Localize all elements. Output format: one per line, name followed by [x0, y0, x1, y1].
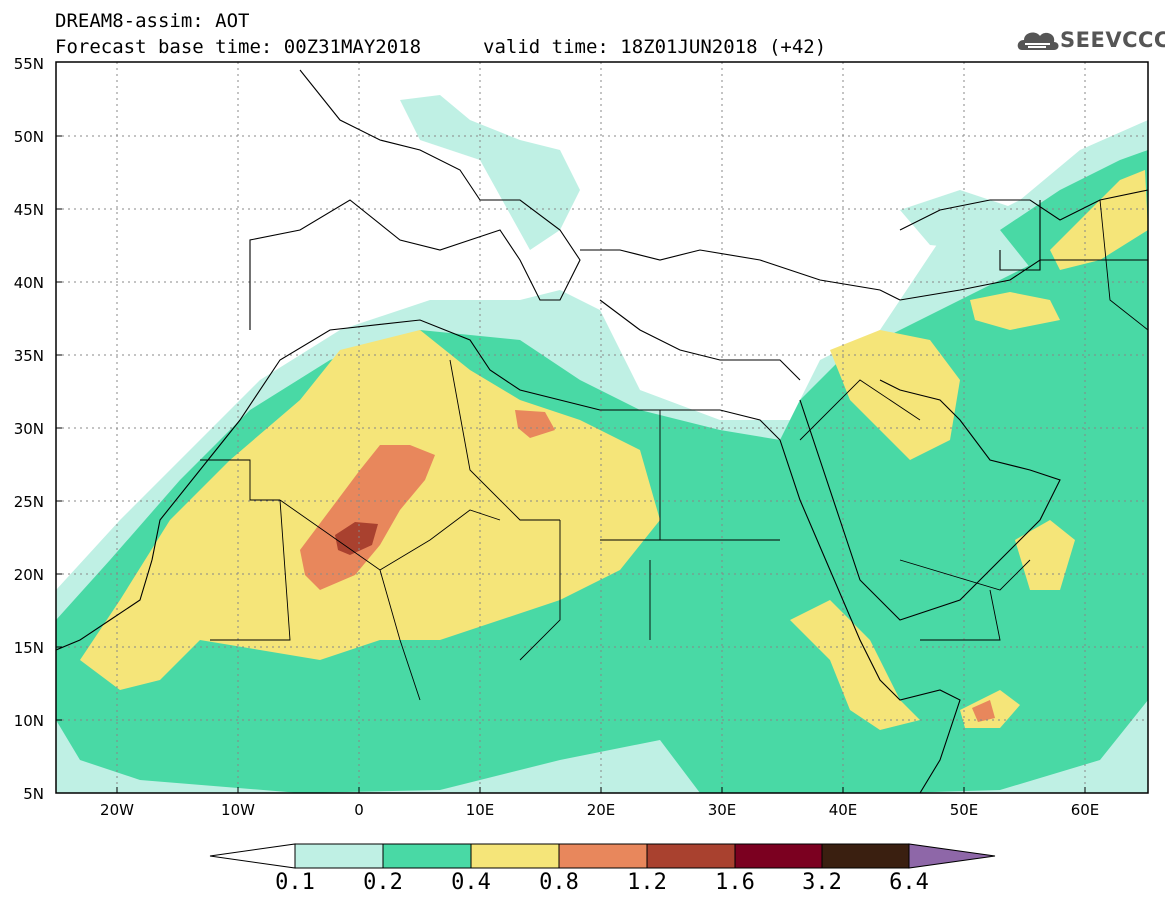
- color-bar: [209, 843, 996, 869]
- aot-contour-0.8-somalia: [972, 700, 995, 722]
- seevccc-cloud-logo-icon: [1017, 32, 1059, 50]
- lon-label: 20E: [586, 801, 616, 819]
- map-title: DREAM8-assim: AOT: [55, 10, 250, 32]
- colorbar-label: 0.2: [363, 870, 403, 895]
- colorbar-high-arrow: [908, 843, 996, 869]
- lon-label: 0: [354, 801, 364, 819]
- colorbar-swatch-1.2-1.6: [646, 843, 736, 869]
- lon-label: 20W: [100, 801, 134, 819]
- colorbar-low-arrow: [209, 843, 296, 869]
- lat-label: 15N: [13, 639, 44, 657]
- colorbar-label: 1.6: [715, 870, 755, 895]
- lat-label: 50N: [13, 128, 44, 146]
- lon-label: 40E: [828, 801, 858, 819]
- aot-contour-1.2: [335, 522, 378, 555]
- colorbar-label: 3.2: [802, 870, 842, 895]
- colorbar-label: 0.8: [539, 870, 579, 895]
- valid-time: valid time: 18Z01JUN2018 (+42): [483, 36, 827, 58]
- colorbar-swatch-0.2-0.4: [382, 843, 472, 869]
- aot-contour-0.4-turkey: [970, 292, 1060, 330]
- lon-label: 50E: [949, 801, 979, 819]
- colorbar-swatch-0.1-0.2: [294, 843, 384, 869]
- lat-label: 35N: [13, 347, 44, 365]
- lat-label: 30N: [13, 420, 44, 438]
- aot-contour-0.8-algeria: [300, 445, 435, 590]
- colorbar-label: 6.4: [889, 870, 929, 895]
- colorbar-swatch-0.8-1.2: [558, 843, 648, 869]
- forecast-base-time: Forecast base time: 00Z31MAY2018: [55, 36, 422, 58]
- logo-text: SEEVCCC: [1060, 28, 1165, 52]
- aot-field: [56, 62, 1148, 793]
- lat-label: 55N: [13, 55, 44, 73]
- lat-label: 5N: [23, 785, 44, 803]
- colorbar-swatch-1.6-3.2: [734, 843, 823, 869]
- colorbar-label: 0.1: [275, 870, 315, 895]
- aot-contour-0.4-horn: [790, 600, 920, 730]
- lat-label: 10N: [13, 712, 44, 730]
- graticule: [56, 62, 1148, 793]
- lat-label: 25N: [13, 493, 44, 511]
- colorbar-label: 1.2: [627, 870, 667, 895]
- aot-contour-0.8-libya: [515, 410, 555, 438]
- lat-label: 20N: [13, 566, 44, 584]
- aot-contour-0.4-oman: [1015, 520, 1075, 590]
- colorbar-swatch-0.4-0.8: [470, 843, 560, 869]
- lat-label: 40N: [13, 274, 44, 292]
- lat-label: 45N: [13, 201, 44, 219]
- country-borders: [200, 199, 1148, 701]
- axis-ticks: [56, 61, 1086, 793]
- lon-label: 60E: [1070, 801, 1100, 819]
- lon-label: 30E: [707, 801, 737, 819]
- lon-label: 10W: [221, 801, 255, 819]
- colorbar-swatch-3.2-6.4: [821, 843, 910, 869]
- colorbar-label: 0.4: [451, 870, 491, 895]
- lon-label: 10E: [465, 801, 495, 819]
